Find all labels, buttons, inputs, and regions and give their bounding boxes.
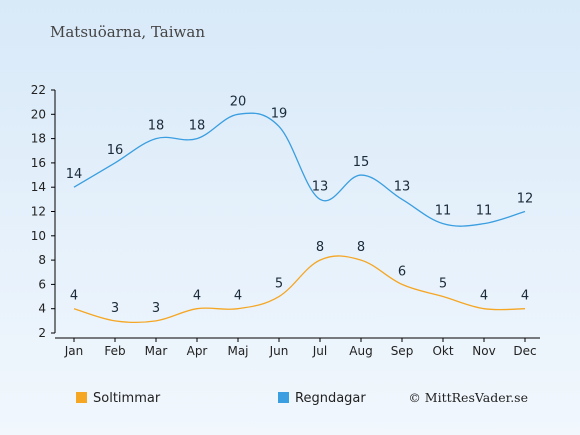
series-line-soltimmar	[73, 255, 526, 324]
x-tick-label: Sep	[391, 344, 414, 358]
x-tick-label: Mar	[145, 344, 168, 358]
y-tick-label: 16	[31, 156, 46, 170]
data-label-soltimmar: 5	[275, 277, 283, 292]
data-label-regndagar: 13	[394, 179, 411, 194]
y-tick-label: 8	[38, 253, 46, 267]
axes: 2 4 6 8 10 12 14 16 18 20 22 Jan Feb Mar Apr Maj Jun Jul A…	[31, 83, 540, 358]
y-tick-label: 14	[31, 180, 46, 194]
x-tick-label: Apr	[187, 344, 208, 358]
data-label-regndagar: 14	[66, 167, 83, 182]
data-label-regndagar: 16	[107, 143, 124, 158]
y-tick-label: 12	[31, 205, 46, 219]
x-tick-label: Jan	[64, 344, 84, 358]
legend: Soltimmar Regndagar	[76, 391, 366, 406]
data-label-soltimmar: 4	[193, 289, 201, 304]
x-tick-label: Okt	[432, 344, 453, 358]
data-label-regndagar: 20	[230, 94, 247, 109]
data-label-soltimmar: 4	[70, 289, 78, 304]
legend-swatch-regndagar	[278, 392, 289, 403]
legend-swatch-soltimmar	[76, 392, 87, 403]
x-tick-label: Feb	[104, 344, 125, 358]
y-tick-label: 18	[31, 132, 46, 146]
data-label-regndagar: 13	[312, 179, 329, 194]
data-label-regndagar: 15	[353, 155, 370, 170]
x-tick-label: Maj	[227, 344, 248, 358]
y-tick-label: 22	[31, 83, 46, 97]
data-label-soltimmar: 3	[152, 301, 160, 316]
y-tick-label: 4	[38, 302, 46, 316]
data-label-regndagar: 12	[517, 192, 534, 207]
y-tick-label: 6	[38, 277, 46, 291]
data-label-soltimmar: 4	[234, 289, 242, 304]
data-label-regndagar: 11	[435, 204, 452, 219]
x-tick-label: Dec	[513, 344, 536, 358]
data-label-regndagar: 11	[476, 204, 493, 219]
data-label-soltimmar: 5	[439, 277, 447, 292]
chart-title: Matsuöarna, Taiwan	[50, 23, 205, 41]
credit-text: © MittResVader.se	[408, 390, 528, 405]
data-label-soltimmar: 4	[521, 289, 529, 304]
data-label-soltimmar: 8	[316, 240, 324, 255]
data-label-regndagar: 18	[148, 119, 165, 134]
series-line-regndagar	[73, 112, 526, 227]
y-tick-label: 20	[31, 107, 46, 121]
series-lines	[73, 112, 526, 324]
data-label-regndagar: 18	[189, 119, 206, 134]
data-label-soltimmar: 4	[480, 289, 488, 304]
data-label-soltimmar: 3	[111, 301, 119, 316]
legend-label-regndagar: Regndagar	[295, 391, 366, 406]
data-label-soltimmar: 6	[398, 264, 406, 279]
data-label-soltimmar: 8	[357, 240, 365, 255]
x-tick-label: Nov	[472, 344, 495, 358]
data-label-regndagar: 19	[271, 106, 288, 121]
x-tick-label: Jul	[312, 344, 327, 358]
y-tick-label: 10	[31, 229, 46, 243]
data-labels: 4 3 3 4 4 5 8 8 6 5 4 4 14 16 18 18 20 19 13 15 13 11 11 12	[66, 94, 534, 316]
legend-label-soltimmar: Soltimmar	[93, 391, 161, 406]
x-tick-label: Aug	[349, 344, 372, 358]
y-tick-label: 2	[38, 326, 46, 340]
x-tick-label: Jun	[269, 344, 289, 358]
